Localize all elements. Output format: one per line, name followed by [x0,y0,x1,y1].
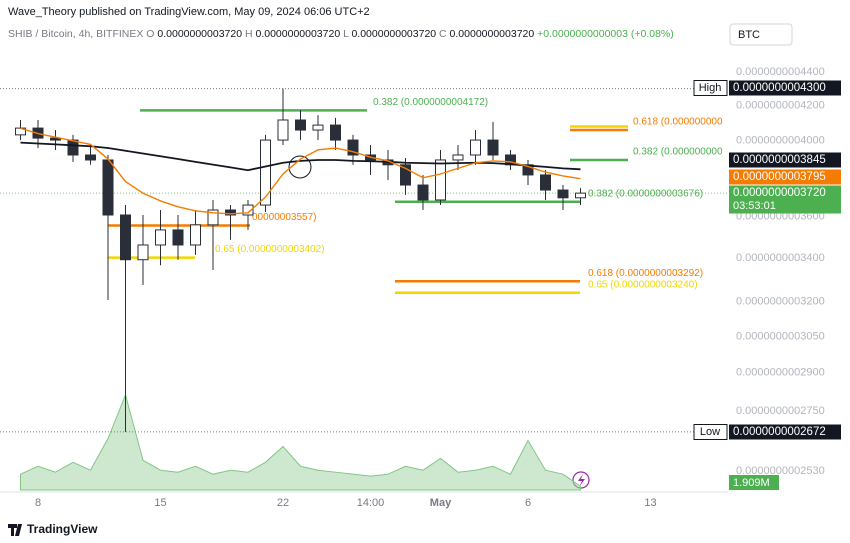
price-label: 0.0000000004300 [733,82,826,94]
volume-area [20,393,581,491]
header-field: C [439,28,450,40]
candle-body [575,192,586,199]
candle-body [190,224,201,246]
candle-body [330,124,341,141]
header-field: H [245,28,256,40]
candle-body [295,119,306,131]
y-tick-label: 0.0000000004000 [736,135,825,147]
fib-label: 0.382 (0.0000000003676) [588,188,703,199]
candle-body [277,119,289,141]
candle-body [120,214,131,261]
x-tick-label: 8 [35,497,41,509]
header-field: 0.0000000003720 [351,28,439,40]
y-tick-label: 0.0000000003400 [736,252,825,264]
candle-body [15,127,26,136]
y-tick-label: 0.0000000002530 [736,465,825,477]
candle-body [260,139,271,206]
price-label-box [729,80,841,96]
candle-body [225,209,236,216]
symbol-line: SHIB / Bitcoin, 4h, BITFINEX O 0.0000000… [8,28,674,40]
fib-label: 0.65 (0.0000000003402) [215,244,325,255]
candle-body [137,244,149,261]
y-tick-label: 0.0000000002750 [736,405,825,417]
candle-body [155,229,166,246]
price-label-box [729,152,841,168]
candle-body [207,209,219,226]
candle-body [452,154,464,161]
candle-body [172,229,184,246]
x-tick-label: 14:00 [357,497,385,509]
price-label: 0.0000000003720 [733,187,826,199]
x-tick-label: 13 [644,497,656,509]
moving-average [20,141,581,172]
candle-body [557,189,569,199]
price-label-name: Low [700,426,720,438]
candle-body [347,139,359,156]
fib-label: 0.618 (0.000000000 [633,117,723,128]
currency[interactable]: BTC [738,29,760,41]
header-field: 0.0000000003720 [450,28,538,40]
publisher: Wave_Theory published on TradingView.com… [8,6,370,18]
x-tick-label: 15 [154,497,166,509]
brand: TradingView [27,522,98,536]
fib-label: 0.618 (0.0000000003292) [588,268,703,279]
event-bolt [578,474,585,487]
circle-annotation [288,155,312,179]
price-label: 0.0000000002672 [733,426,826,438]
y-tick-label: 0.0000000003600 [736,211,825,223]
price-label-box [729,185,841,214]
moving-average [20,127,581,215]
y-tick-label: 0.0000000003050 [736,330,825,342]
x-tick-label: 22 [277,497,289,509]
candle-body [435,159,446,201]
header-field: O [146,28,157,40]
header-field: 0.0000000003720 [255,28,343,40]
candle-body [540,174,551,191]
price-label: 0.0000000003845 [733,154,826,166]
header-field: 0.0000000003720 [157,28,245,40]
candle-body [470,139,481,156]
candle-body [102,159,114,216]
fib-label: 0.65 (0.0000000003240) [588,279,698,290]
price-label-tag [693,80,728,96]
fib-label: 00000003557) [252,212,317,223]
brand-logo [8,524,22,536]
header-field: L [343,28,351,40]
y-tick-label: 0.0000000004400 [736,66,825,78]
candle-body [242,204,254,216]
candle-body [417,184,429,201]
candle-body [400,164,411,186]
price-label-name: High [699,82,722,94]
y-tick-label: 0.0000000004200 [736,99,825,111]
currency-box[interactable] [729,23,793,46]
x-tick-label: May [430,497,452,509]
candle-body [312,124,324,131]
candle-body [50,137,61,141]
fib-label: 0.382 (0.000000000 [633,147,723,158]
price-label-tag [693,424,728,440]
price-label-box [729,169,841,185]
header-field: SHIB / Bitcoin, 4h, BITFINEX [8,28,146,40]
header-field: +0.0000000000003 (+0.08%) [537,28,674,40]
candle-body [487,139,499,156]
volume-label-box [729,475,779,490]
y-tick-label: 0.0000000002900 [736,367,825,379]
price-label: 0.0000000003795 [733,171,826,183]
countdown: 03:53:01 [733,200,776,212]
price-label-box [729,424,841,440]
volume-label: 1.909M [733,477,770,489]
candle-body [85,154,96,161]
y-tick-label: 0.0000000003200 [736,296,825,308]
x-tick-label: 6 [525,497,531,509]
fib-label: 0.382 (0.0000000004172) [373,97,488,108]
candle-body [67,139,79,156]
